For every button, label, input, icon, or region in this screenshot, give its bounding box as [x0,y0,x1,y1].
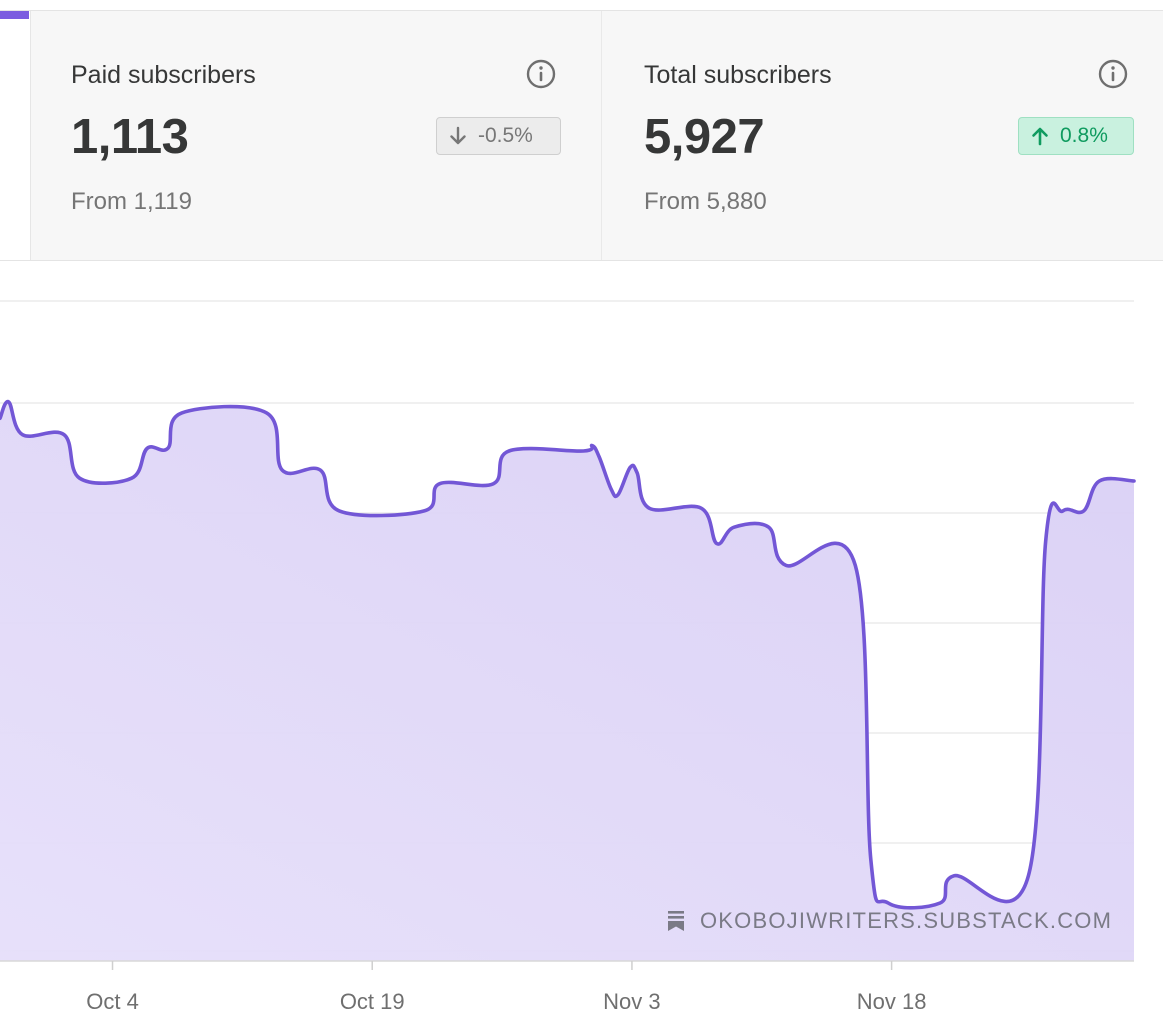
paid-subscribers-title: Paid subscribers [71,61,256,89]
substack-bookmark-icon [668,911,684,931]
metrics-panel: Paid subscribers 1,113 -0.5% From 1,119 … [0,10,1163,261]
series-line [0,399,1136,910]
watermark-text: OKOBOJIWRITERS.SUBSTACK.COM [700,908,1113,933]
paid-subscribers-card[interactable]: Paid subscribers 1,113 -0.5% From 1,119 [31,11,602,260]
total-change-value: 0.8% [1060,124,1108,147]
total-subscribers-title: Total subscribers [644,61,832,89]
info-circle-icon[interactable] [525,58,557,90]
total-subscribers-value: 5,927 [644,110,765,164]
subscribers-chart[interactable]: Oct 4 Oct 19 Nov 3 Nov 18 OKOBOJIWRITERS.SU… [0,261,1163,1032]
x-tick-label: Oct 4 [86,989,139,1014]
total-subscribers-card[interactable]: Total subscribers 5,927 0.8% From 5,880 [603,11,1163,260]
area-fill [0,401,1134,961]
x-tick-label: Nov 3 [603,989,660,1014]
paid-subscribers-value: 1,113 [71,110,189,164]
paid-change-value: -0.5% [478,124,533,147]
arrow-down-icon [450,126,466,145]
x-tick-label: Oct 19 [340,989,405,1014]
paid-change-badge: -0.5% [436,117,561,155]
chart-canvas: Oct 4 Oct 19 Nov 3 Nov 18 [0,300,1136,1014]
x-axis-ticks: Oct 4 Oct 19 Nov 3 Nov 18 [86,961,926,1014]
arrow-up-icon [1032,127,1048,146]
x-tick-label: Nov 18 [857,989,927,1014]
active-tab-indicator [0,11,29,19]
paid-subscribers-from: From 1,119 [71,188,192,215]
previous-metric-card[interactable] [0,11,31,260]
total-change-badge: 0.8% [1018,117,1134,155]
total-subscribers-from: From 5,880 [644,188,767,215]
info-circle-icon[interactable] [1097,58,1129,90]
watermark: OKOBOJIWRITERS.SUBSTACK.COM [666,908,1112,934]
